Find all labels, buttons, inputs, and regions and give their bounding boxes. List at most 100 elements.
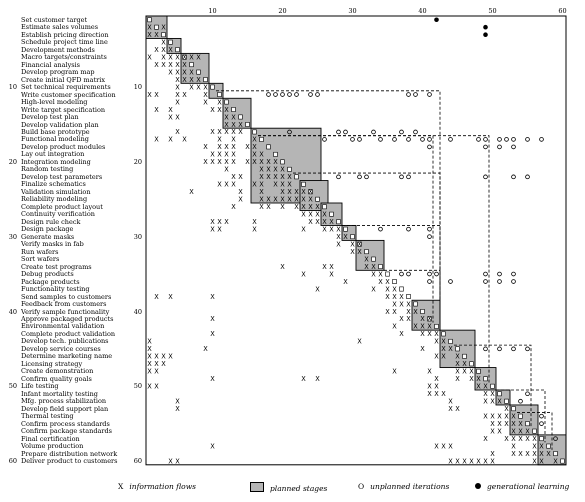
unplanned-iteration-mark [413,92,418,97]
information-flow-mark: X [210,128,215,136]
unplanned-iteration-mark [336,174,341,180]
information-flow-mark: X [343,233,348,241]
diagonal-cell [441,331,446,337]
information-flow-mark: X [210,330,215,338]
information-flow-mark: X [154,46,159,54]
information-flow-mark: X [175,53,180,61]
diagonal-cell [273,151,278,157]
iteration-loop-line [517,412,553,450]
information-flow-mark: X [161,360,166,368]
information-flow-mark: X [154,136,159,144]
task-label: Validation simulation [21,187,91,196]
information-flow-mark: X [273,173,278,181]
information-flow-mark: X [210,293,215,301]
information-flow-mark: X [413,308,418,316]
information-flow-mark: X [532,450,537,458]
information-flow-mark: X [385,278,390,286]
information-flow-mark: X [147,31,152,39]
diagonal-cell [308,189,313,195]
unplanned-iteration-mark [287,92,292,97]
information-flow-mark: X [266,203,271,211]
information-flow-mark: X [301,211,306,219]
row-number-right: 20 [133,157,142,166]
information-flow-mark: X [280,188,285,196]
information-flow-mark: X [287,188,292,196]
diagonal-cell [448,338,453,344]
information-flow-mark: X [525,450,530,458]
information-flow-mark: X [315,203,320,211]
information-flow-mark: X [392,368,397,376]
information-flow-mark: X [518,435,523,443]
information-flow-mark: X [154,91,159,99]
information-flow-mark: X [189,188,194,196]
diagonal-cell [364,249,369,255]
diagonal-cell [154,24,159,30]
unplanned-iteration-mark [378,137,383,142]
unplanned-iteration-mark [511,271,516,277]
information-flow-mark: X [168,106,173,114]
information-flow-mark: X [483,457,488,465]
unplanned-iteration-mark [406,174,411,180]
task-label: Design package [21,225,74,234]
information-flow-mark: X [245,143,250,151]
information-flow-mark: X [182,136,187,144]
task-label: Schedule project time line [21,38,108,47]
unplanned-iteration-mark [308,92,313,97]
task-label: Generate masks [21,232,75,241]
diagonal-cell [231,107,236,112]
information-flow-mark: X [483,398,488,406]
legend-dot-icon [475,483,481,489]
information-flow-mark: X [490,412,495,420]
row-number-left: 60 [8,457,17,466]
unplanned-iteration-mark [483,279,488,284]
diagonal-cell [280,159,285,165]
information-flow-mark: X [168,293,173,301]
diagonal-cell [294,174,299,180]
task-label: Financial analysis [21,60,81,69]
task-label: Macro targets/constraints [21,53,107,62]
diagonal-cell [147,17,152,23]
diagonal-cell [168,39,173,45]
information-flow-mark: X [462,360,467,368]
task-label: Sort wafers [21,255,60,264]
information-flow-mark: X [266,173,271,181]
unplanned-iteration-mark [511,346,516,352]
task-label: Finalize schematics [21,180,86,189]
information-flow-mark: X [210,158,215,166]
task-label: Run wafers [21,247,59,256]
unplanned-iteration-mark [511,144,516,150]
information-flow-mark: X [231,136,236,144]
information-flow-mark: X [441,390,446,398]
information-flow-mark: X [231,151,236,159]
unplanned-iteration-mark [483,137,488,142]
diagonal-cell [252,129,257,135]
unplanned-iteration-mark [448,137,453,142]
information-flow-mark: X [539,450,544,458]
information-flow-mark: X [469,375,474,383]
diagonal-cell [497,391,502,397]
information-flow-mark: X [336,225,341,233]
information-flow-mark: X [420,323,425,331]
information-flow-mark: X [301,203,306,211]
information-flow-mark: X [217,143,222,151]
row-number-right: 40 [133,307,142,316]
information-flow-mark: X [266,196,271,204]
task-label: Debug products [21,270,74,279]
unplanned-iteration-mark [322,137,327,142]
task-label: Lay out integration [21,150,85,159]
information-flow-mark: X [434,338,439,346]
information-flow-mark: X [259,151,264,159]
row-number-right: 60 [133,457,142,466]
information-flow-mark: X [546,450,551,458]
information-flow-mark: X [497,420,502,428]
task-label: Set customer target [21,15,88,24]
task-label: Create demonstration [21,367,94,376]
information-flow-mark: X [427,390,432,398]
information-flow-mark: X [497,427,502,435]
dsm-matrix: X XX XXX X XX X X X X X XX X X X XX X X XX X X XX X X XX X X X XX X X… [145,15,567,465]
information-flow-mark: X [280,203,285,211]
information-flow-mark: X [182,53,187,61]
information-flow-mark: X [434,383,439,391]
information-flow-mark: X [427,368,432,376]
information-flow-mark: X [217,225,222,233]
